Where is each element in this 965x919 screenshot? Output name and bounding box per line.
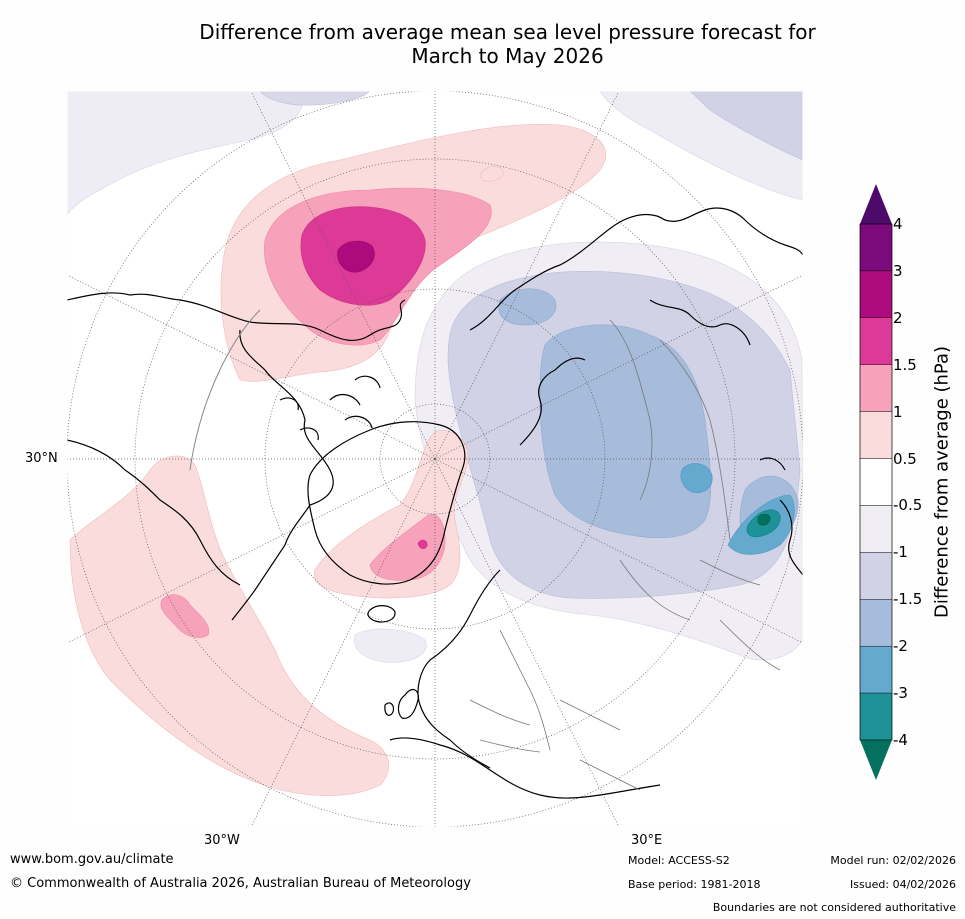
- anomaly-area-negative-1-small: [354, 628, 427, 663]
- coastline-north-america: [67, 292, 406, 621]
- coastline-east-russia: [649, 299, 751, 346]
- title-line-2: March to May 2026: [411, 44, 604, 68]
- colorbar-tick-label: -3: [893, 684, 908, 703]
- coastlines: [67, 207, 803, 799]
- anomaly-area-negative-1p5: [539, 324, 712, 539]
- coastline-eurasia-arctic: [469, 207, 803, 446]
- coastline-europe-south: [389, 737, 661, 799]
- footer-copyright: © Commonwealth of Australia 2026, Austra…: [10, 876, 471, 891]
- border-lines-asia: [609, 319, 781, 671]
- colorbar-tick-label: 1.5: [893, 355, 917, 374]
- colorbar-tick-label: 4: [893, 215, 903, 233]
- meridian-60e: [434, 458, 803, 644]
- lon-label-30e: 30°E: [631, 833, 663, 848]
- colorbar-segment: [859, 223, 893, 272]
- anomaly-area-negative-2: [680, 463, 713, 493]
- anomaly-area-positive-1p5-b: [417, 539, 428, 549]
- colorbar-segment: [859, 505, 893, 553]
- colorbar-title: Difference from average (hPa): [931, 345, 953, 619]
- colorbar-tick-label: -0.5: [893, 496, 923, 515]
- colorbar-tick-label: 2: [893, 308, 903, 327]
- anomaly-area-negative-4: [757, 513, 771, 526]
- meridian-150w: [250, 91, 436, 460]
- meridian-120w: [67, 274, 436, 460]
- colorbar-tick-label: -2: [893, 637, 908, 656]
- anomaly-area-negative-1p5-b: [498, 288, 557, 326]
- meridian-30w: [250, 458, 436, 827]
- lon-label-30w: 30°W: [204, 833, 240, 848]
- colorbar-segments: [859, 223, 893, 741]
- colorbar-frame: [859, 223, 893, 741]
- anomaly-area-positive-0p5-pacific-b: [479, 166, 504, 182]
- map-panel: [67, 91, 803, 827]
- coastline-greenland: [307, 421, 466, 585]
- meridian-120e: [434, 274, 803, 460]
- title-line-1: Difference from average mean sea level p…: [199, 20, 816, 44]
- anomaly-area-negative-1-top: [259, 91, 371, 106]
- colorbar-tick-label: -1.5: [893, 590, 923, 609]
- colorbar-tick-label: -4: [893, 731, 908, 749]
- anomaly-area-positive-1-c: [369, 514, 446, 581]
- coastline-canadian-archipelago: [279, 375, 381, 441]
- colorbar-segment: [859, 270, 893, 319]
- colorbar-segment: [859, 552, 893, 600]
- colorbar-segment: [859, 692, 893, 741]
- footer-issued: Issued: 04/02/2026: [849, 878, 956, 891]
- colorbar-tick-label: 3: [893, 261, 903, 280]
- coastline-uk-ireland: [384, 688, 419, 719]
- colorbar-arrow-top: [860, 184, 892, 224]
- lat-label-30n: 30°N: [25, 451, 58, 466]
- map-frame: [66, 90, 804, 828]
- map-arc: [189, 309, 261, 471]
- colorbar-segment: [859, 364, 893, 412]
- colorbar-arrow-bottom: [860, 740, 892, 780]
- coastline-scandinavia: [417, 569, 501, 769]
- coastline-iceland: [367, 605, 396, 623]
- meridian-60w: [67, 458, 436, 644]
- colorbar-tick-label: 0.5: [893, 449, 917, 468]
- country-borders: [469, 319, 781, 791]
- graticule-circle-45n: [134, 158, 736, 760]
- meridian-30e: [434, 458, 620, 827]
- colorbar-segment: [859, 645, 893, 694]
- colorbar-segment: [859, 458, 893, 506]
- border-lines-europe: [469, 629, 641, 791]
- colorbar-tick-label: 1: [893, 402, 903, 421]
- footer-base-period: Base period: 1981-2018: [628, 878, 761, 891]
- footer-model: Model: ACCESS-S2: [628, 854, 730, 867]
- map-title: Difference from average mean sea level p…: [100, 20, 915, 68]
- footer-website[interactable]: www.bom.gov.au/climate: [10, 852, 174, 867]
- anomaly-area-positive-2: [337, 240, 375, 273]
- anomaly-area-positive-0p5-atlantic: [69, 455, 389, 796]
- footer-disclaimer: Boundaries are not considered authoritat…: [712, 901, 956, 914]
- colorbar-segment: [859, 317, 893, 365]
- anomaly-area-negative-0p5-topleft: [67, 91, 303, 216]
- colorbar: [859, 184, 893, 780]
- coastline-east-asia: [759, 457, 803, 576]
- colorbar-segment: [859, 599, 893, 647]
- meridian-150e: [434, 91, 620, 460]
- footer-model-run: Model run: 02/02/2026: [830, 854, 956, 867]
- colorbar-segment: [859, 411, 893, 459]
- colorbar-tick-label: -1: [893, 543, 908, 562]
- graticule: [67, 91, 803, 827]
